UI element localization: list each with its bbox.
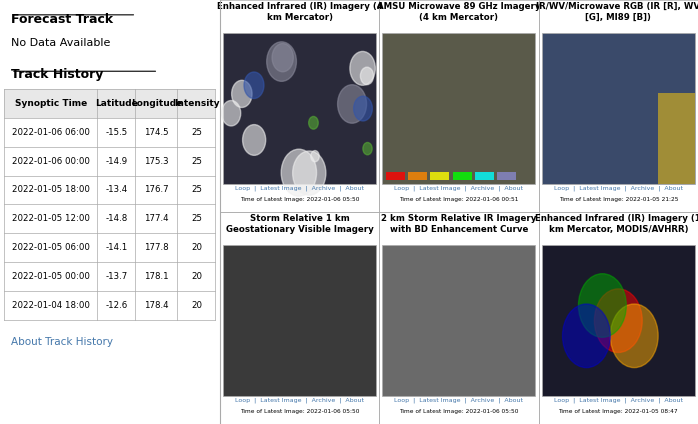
Text: No Data Available: No Data Available	[11, 38, 110, 48]
Circle shape	[363, 142, 372, 155]
Text: Enhanced Infrared (IR) Imagery (1
km Mercator, MODIS/AVHRR): Enhanced Infrared (IR) Imagery (1 km Mer…	[535, 214, 698, 234]
Circle shape	[311, 151, 319, 162]
Text: Track History: Track History	[11, 68, 103, 81]
Text: 20: 20	[191, 301, 202, 310]
Text: 25: 25	[191, 156, 202, 166]
Circle shape	[292, 151, 326, 195]
Circle shape	[610, 304, 658, 368]
Text: Intensity: Intensity	[174, 99, 219, 108]
FancyBboxPatch shape	[223, 245, 376, 396]
Text: 177.4: 177.4	[144, 214, 169, 223]
Text: About Track History: About Track History	[11, 337, 113, 347]
Text: Loop  |  Latest Image  |  Archive  |  About: Loop | Latest Image | Archive | About	[394, 398, 524, 403]
FancyBboxPatch shape	[385, 172, 405, 180]
Text: 2022-01-05 06:00: 2022-01-05 06:00	[12, 243, 90, 252]
Text: -14.1: -14.1	[105, 243, 128, 252]
Text: Loop  |  Latest Image  |  Archive  |  About: Loop | Latest Image | Archive | About	[394, 186, 524, 191]
Text: Time of Latest Image: 2022-01-05 08:47: Time of Latest Image: 2022-01-05 08:47	[558, 409, 678, 414]
Text: 20: 20	[191, 272, 202, 281]
Text: AMSU Microwave 89 GHz Imagery
(4 km Mercator): AMSU Microwave 89 GHz Imagery (4 km Merc…	[377, 2, 541, 22]
Circle shape	[221, 100, 241, 126]
Text: 176.7: 176.7	[144, 185, 169, 195]
Circle shape	[309, 117, 318, 129]
FancyBboxPatch shape	[4, 89, 216, 118]
Circle shape	[267, 42, 297, 81]
FancyBboxPatch shape	[542, 33, 695, 184]
Text: Time of Latest Image: 2022-01-06 05:50: Time of Latest Image: 2022-01-06 05:50	[240, 197, 359, 202]
Text: -12.6: -12.6	[105, 301, 128, 310]
Text: Loop  |  Latest Image  |  Archive  |  About: Loop | Latest Image | Archive | About	[235, 186, 364, 191]
Text: 2022-01-05 12:00: 2022-01-05 12:00	[12, 214, 90, 223]
Text: 25: 25	[191, 128, 202, 137]
Text: 25: 25	[191, 185, 202, 195]
Text: 2022-01-04 18:00: 2022-01-04 18:00	[12, 301, 90, 310]
Circle shape	[243, 125, 266, 155]
Text: 2022-01-05 18:00: 2022-01-05 18:00	[12, 185, 90, 195]
Text: 2022-01-05 00:00: 2022-01-05 00:00	[12, 272, 90, 281]
Text: Time of Latest Image: 2022-01-05 21:25: Time of Latest Image: 2022-01-05 21:25	[558, 197, 678, 202]
Text: Storm Relative 1 km
Geostationary Visible Imagery: Storm Relative 1 km Geostationary Visibl…	[225, 214, 373, 234]
Text: IR/WV/Microwave RGB (IR [R], WV
[G], MI89 [B]): IR/WV/Microwave RGB (IR [R], WV [G], MI8…	[536, 2, 698, 22]
Circle shape	[563, 304, 610, 368]
Text: Time of Latest Image: 2022-01-06 00:51: Time of Latest Image: 2022-01-06 00:51	[399, 197, 519, 202]
Text: 2022-01-06 00:00: 2022-01-06 00:00	[12, 156, 90, 166]
Text: -15.5: -15.5	[105, 128, 128, 137]
FancyBboxPatch shape	[475, 172, 494, 180]
Text: Loop  |  Latest Image  |  Archive  |  About: Loop | Latest Image | Archive | About	[554, 398, 683, 403]
Text: 20: 20	[191, 243, 202, 252]
Text: 175.3: 175.3	[144, 156, 169, 166]
Circle shape	[579, 274, 626, 338]
Text: Time of Latest Image: 2022-01-06 05:50: Time of Latest Image: 2022-01-06 05:50	[399, 409, 519, 414]
FancyBboxPatch shape	[408, 172, 427, 180]
Text: 2022-01-06 06:00: 2022-01-06 06:00	[12, 128, 90, 137]
Text: Time of Latest Image: 2022-01-06 05:50: Time of Latest Image: 2022-01-06 05:50	[240, 409, 359, 414]
FancyBboxPatch shape	[430, 172, 450, 180]
Text: Forecast Track: Forecast Track	[11, 13, 113, 26]
Text: Latitude: Latitude	[95, 99, 138, 108]
Text: -13.7: -13.7	[105, 272, 128, 281]
FancyBboxPatch shape	[383, 33, 535, 184]
Text: -14.8: -14.8	[105, 214, 128, 223]
FancyBboxPatch shape	[383, 245, 535, 396]
Circle shape	[281, 149, 317, 196]
Circle shape	[350, 51, 376, 85]
Text: Loop  |  Latest Image  |  Archive  |  About: Loop | Latest Image | Archive | About	[554, 186, 683, 191]
Circle shape	[360, 67, 373, 85]
Text: Longitude: Longitude	[131, 99, 182, 108]
Text: Enhanced Infrared (IR) Imagery (4
km Mercator): Enhanced Infrared (IR) Imagery (4 km Mer…	[216, 2, 383, 22]
Circle shape	[232, 80, 252, 107]
Text: 178.4: 178.4	[144, 301, 169, 310]
FancyBboxPatch shape	[497, 172, 517, 180]
Text: 2 km Storm Relative IR Imagery
with BD Enhancement Curve: 2 km Storm Relative IR Imagery with BD E…	[381, 214, 537, 234]
Text: 177.8: 177.8	[144, 243, 169, 252]
Circle shape	[244, 72, 264, 98]
Text: 25: 25	[191, 214, 202, 223]
FancyBboxPatch shape	[452, 172, 472, 180]
FancyBboxPatch shape	[658, 94, 695, 184]
Circle shape	[338, 85, 366, 123]
Text: Loop  |  Latest Image  |  Archive  |  About: Loop | Latest Image | Archive | About	[235, 398, 364, 403]
Circle shape	[354, 96, 372, 121]
Text: -14.9: -14.9	[105, 156, 127, 166]
Circle shape	[595, 289, 642, 352]
Text: Synoptic Time: Synoptic Time	[15, 99, 87, 108]
FancyBboxPatch shape	[542, 245, 695, 396]
FancyBboxPatch shape	[223, 33, 376, 184]
Text: -13.4: -13.4	[105, 185, 128, 195]
Circle shape	[272, 44, 293, 72]
Text: 174.5: 174.5	[144, 128, 169, 137]
Text: 178.1: 178.1	[144, 272, 169, 281]
